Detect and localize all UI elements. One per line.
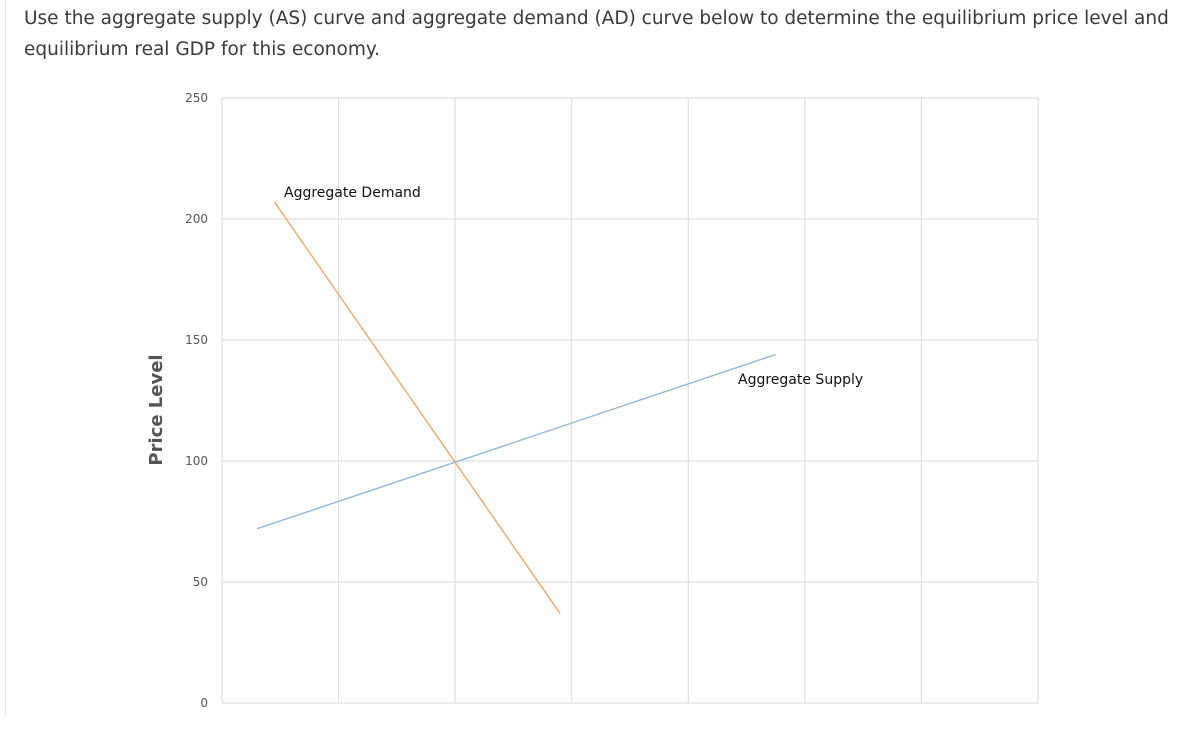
chart-labels: Aggregate Demand Aggregate Supply (284, 185, 863, 388)
y-axis-ticks: 0 50 100 150 200 250 (185, 91, 208, 710)
aggregate-demand-label: Aggregate Demand (284, 185, 421, 201)
y-tick-label: 200 (185, 212, 208, 226)
aggregate-demand-line (273, 201, 561, 614)
y-tick-label: 250 (185, 91, 208, 105)
chart-grid (221, 97, 1039, 704)
content-left-border (5, 0, 6, 716)
chart-series (256, 201, 776, 614)
y-tick-label: 0 (200, 696, 208, 710)
question-text: Use the aggregate supply (AS) curve and … (24, 8, 1169, 60)
aggregate-supply-line (256, 353, 776, 530)
aggregate-supply-label: Aggregate Supply (738, 372, 863, 388)
y-tick-label: 50 (193, 575, 208, 589)
y-tick-label: 100 (185, 454, 208, 468)
y-tick-label: 150 (185, 333, 208, 347)
y-axis-title: Price Level (146, 354, 167, 465)
